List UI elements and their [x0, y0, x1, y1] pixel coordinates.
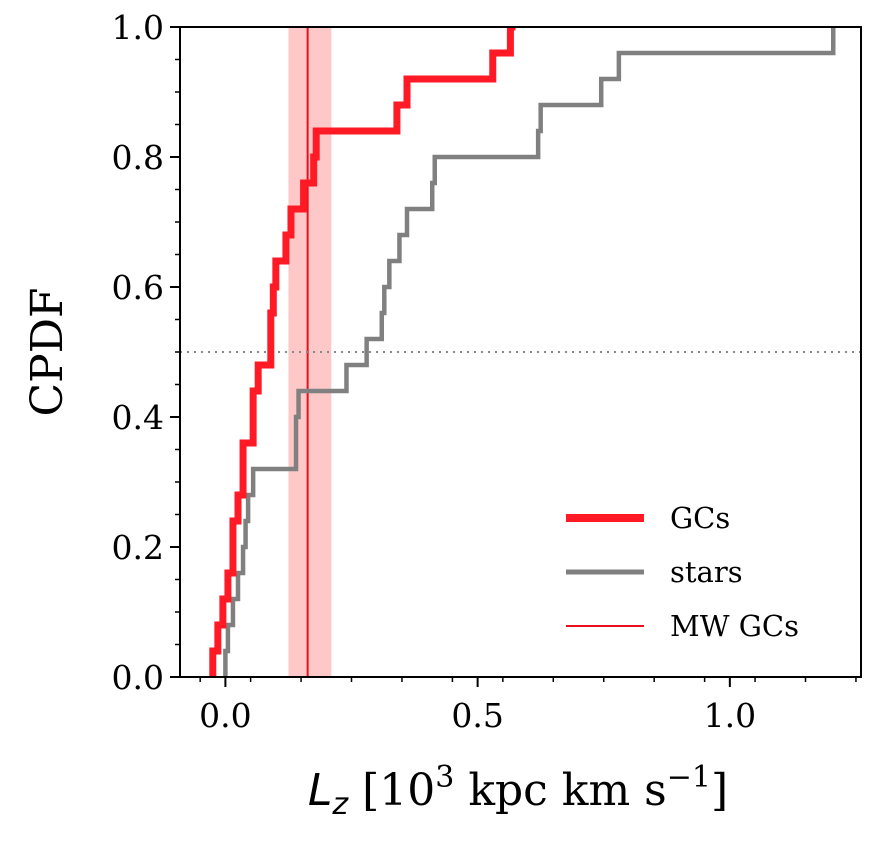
series-line-gcs	[209, 27, 516, 677]
legend: GCs stars MW GCs	[566, 501, 799, 643]
y-tick-label: 1.0	[112, 8, 164, 47]
legend-label-mw-gcs: MW GCs	[670, 609, 799, 643]
y-tick-label: 0.8	[112, 138, 164, 177]
y-axis-title: CPDF	[22, 287, 73, 416]
y-tick-label: 0.6	[112, 268, 164, 307]
series-line-stars	[223, 27, 836, 677]
plot-frame	[179, 26, 862, 678]
y-tick-label: 0.0	[112, 658, 164, 697]
x-axis-bracket-open: [10	[348, 765, 435, 816]
x-axis-bracket-close: ]	[711, 765, 728, 816]
x-axis-symbol: L	[308, 765, 333, 816]
x-tick-label: 0.0	[199, 696, 251, 735]
x-axis-exp-unit: −1	[667, 760, 711, 795]
x-axis-units: kpc km s	[454, 765, 666, 816]
x-axis-exp-base: 3	[435, 760, 454, 795]
y-tick-label: 0.4	[112, 398, 164, 437]
x-axis-title: Lz [103 kpc km s−1]	[308, 760, 728, 822]
y-tick-label: 0.2	[112, 528, 164, 567]
x-axis-subscript: z	[331, 787, 349, 822]
legend-label-stars: stars	[670, 555, 743, 589]
x-tick-label: 1.0	[704, 696, 756, 735]
x-tick-label: 0.5	[451, 696, 503, 735]
mw-gcs-band	[288, 27, 332, 677]
legend-label-gcs: GCs	[670, 501, 730, 535]
